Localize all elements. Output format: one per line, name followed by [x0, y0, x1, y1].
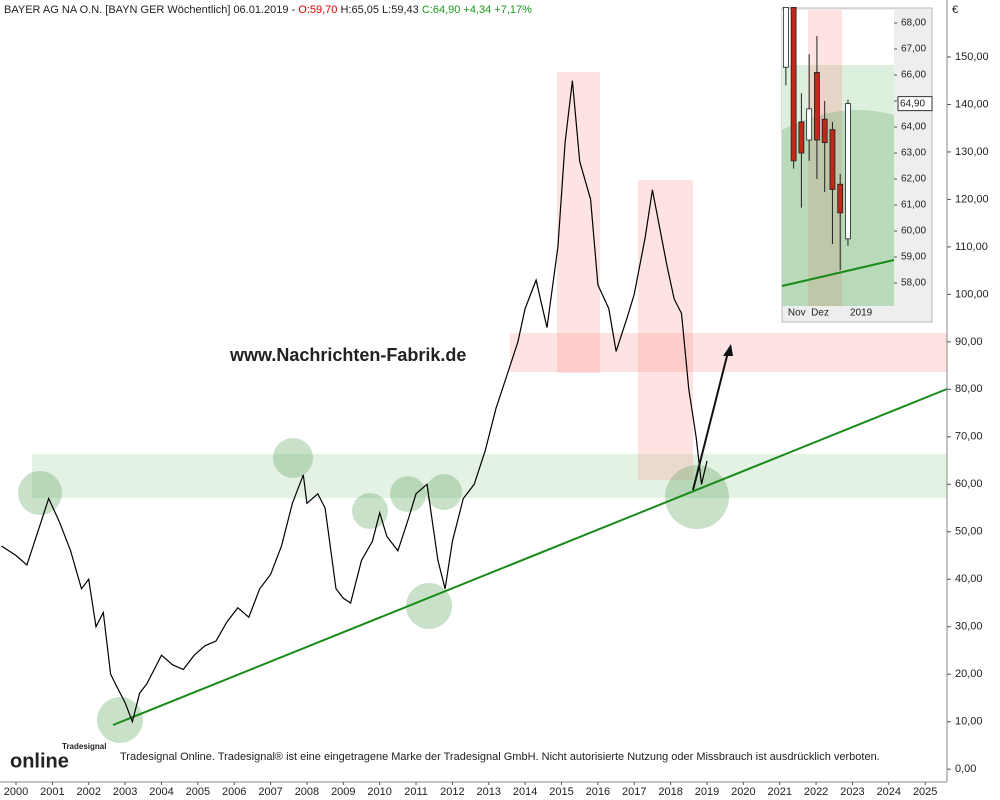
candle-body	[814, 72, 820, 141]
arrow	[692, 351, 729, 491]
marker-circle	[665, 465, 729, 529]
title-part: O:59,70	[298, 4, 337, 16]
x-tick-label: 2013	[477, 786, 501, 798]
marker-circle	[426, 474, 462, 510]
y-tick-label: 70,00	[955, 431, 983, 443]
x-tick-label: 2003	[113, 786, 137, 798]
candle-body	[790, 6, 797, 162]
y-tick-label: 0,00	[955, 763, 976, 775]
inset-trend-line	[781, 259, 895, 287]
marker-circle	[406, 583, 452, 629]
inset-plot: 58,0059,0060,0061,0062,0063,0064,0065,00…	[782, 6, 933, 319]
marker-circle	[97, 697, 143, 743]
y-tick-label: 140,00	[955, 98, 989, 110]
x-tick-label: 2018	[658, 786, 682, 798]
x-tick-label: 2011	[404, 786, 428, 798]
y-tick-label: 50,00	[955, 526, 983, 538]
y-tick-label: 62,00	[901, 174, 926, 185]
candle-body	[829, 129, 836, 190]
candle-body	[806, 108, 813, 141]
candle-body	[782, 6, 789, 68]
x-tick-label: Nov	[788, 308, 806, 319]
price-line	[1, 80, 708, 724]
x-tick-label: 2024	[877, 786, 901, 798]
title-part: BAYER AG NA O.N. [BAYN GER Wöchentlich] …	[4, 4, 298, 16]
title-part: H:65,05 L:59,43	[337, 4, 421, 16]
x-tick-label: 2009	[331, 786, 355, 798]
y-tick-label: 130,00	[955, 146, 989, 158]
marker-circle	[18, 471, 62, 515]
markers	[18, 438, 729, 743]
y-tick-label: 90,00	[955, 336, 983, 348]
candle-body	[845, 103, 851, 240]
y-tick-label: 60,00	[901, 226, 926, 237]
y-tick-label: 120,00	[955, 193, 989, 205]
y-tick-label: 68,00	[901, 18, 926, 29]
y-tick-label: 63,00	[901, 148, 926, 159]
highlight-zone	[638, 180, 693, 480]
x-tick-label: 2000	[4, 786, 28, 798]
x-tick-label: 2005	[186, 786, 210, 798]
x-tick-label: Dez	[811, 308, 829, 319]
x-tick-label: 2014	[513, 786, 537, 798]
y-tick-label: 61,00	[901, 200, 926, 211]
y-tick-label: 40,00	[955, 573, 983, 585]
x-tick-label: 2019	[695, 786, 719, 798]
arrow-head	[723, 344, 733, 356]
x-tick-label: 2002	[76, 786, 100, 798]
support-zone	[32, 454, 947, 498]
y-tick-label: 10,00	[955, 716, 983, 728]
inset-plot	[782, 10, 894, 306]
x-tick-label: 2016	[586, 786, 610, 798]
x-tick-label: 2017	[622, 786, 646, 798]
x-tick-label: 2008	[295, 786, 319, 798]
x-tick-label: 2021	[767, 786, 791, 798]
x-tick-label: 2023	[840, 786, 864, 798]
marker-circle	[390, 476, 426, 512]
currency-label: €	[952, 4, 958, 16]
y-tick-label: 30,00	[955, 621, 983, 633]
y-tick-label: 66,00	[901, 70, 926, 81]
highlight-zone	[557, 72, 600, 373]
logo: online	[10, 750, 69, 772]
x-tick-label: 2001	[40, 786, 64, 798]
x-tick-label: 2015	[549, 786, 573, 798]
footer-notice: Tradesignal Online. Tradesignal® ist ein…	[120, 751, 880, 763]
logo-small: Tradesignal	[62, 742, 106, 751]
y-tick-label: 110,00	[955, 241, 988, 253]
title-part: C:64,90 +4,34 +7,17%	[422, 4, 532, 16]
y-tick-label: 100,00	[955, 288, 989, 300]
x-tick-label: 2020	[731, 786, 755, 798]
y-tick-label: 80,00	[955, 383, 983, 395]
y-tick-label: 64,00	[901, 122, 926, 133]
candle-body	[837, 183, 844, 214]
y-tick-label: 150,00	[955, 51, 989, 63]
y-tick-label: 67,00	[901, 44, 926, 55]
x-tick-label: 2022	[804, 786, 828, 798]
y-tick-label: 60,00	[955, 478, 983, 490]
x-tick-label: 2012	[440, 786, 464, 798]
marker-circle	[352, 493, 388, 529]
annotation: www.Nachrichten-Fabrik.de	[229, 345, 466, 365]
candle-body	[798, 121, 805, 154]
marker-circle	[273, 438, 313, 478]
x-tick-label: 2007	[258, 786, 282, 798]
y-tick-label: 59,00	[901, 252, 926, 263]
x-tick-label: 2006	[222, 786, 246, 798]
x-tick-label: 2004	[149, 786, 173, 798]
x-tick-label: 2025	[913, 786, 937, 798]
main-plot	[1, 80, 708, 724]
title: BAYER AG NA O.N. [BAYN GER Wöchentlich] …	[4, 4, 532, 16]
y-tick-label: 58,00	[901, 278, 926, 289]
x-tick-label: 2010	[367, 786, 391, 798]
y-tick-label: 20,00	[955, 668, 983, 680]
x-tick-label: 2019	[850, 308, 873, 319]
trend-line	[112, 388, 948, 726]
candle-body	[821, 118, 828, 144]
price-marker-label: 64,90	[900, 98, 925, 109]
price-marker	[897, 96, 933, 112]
